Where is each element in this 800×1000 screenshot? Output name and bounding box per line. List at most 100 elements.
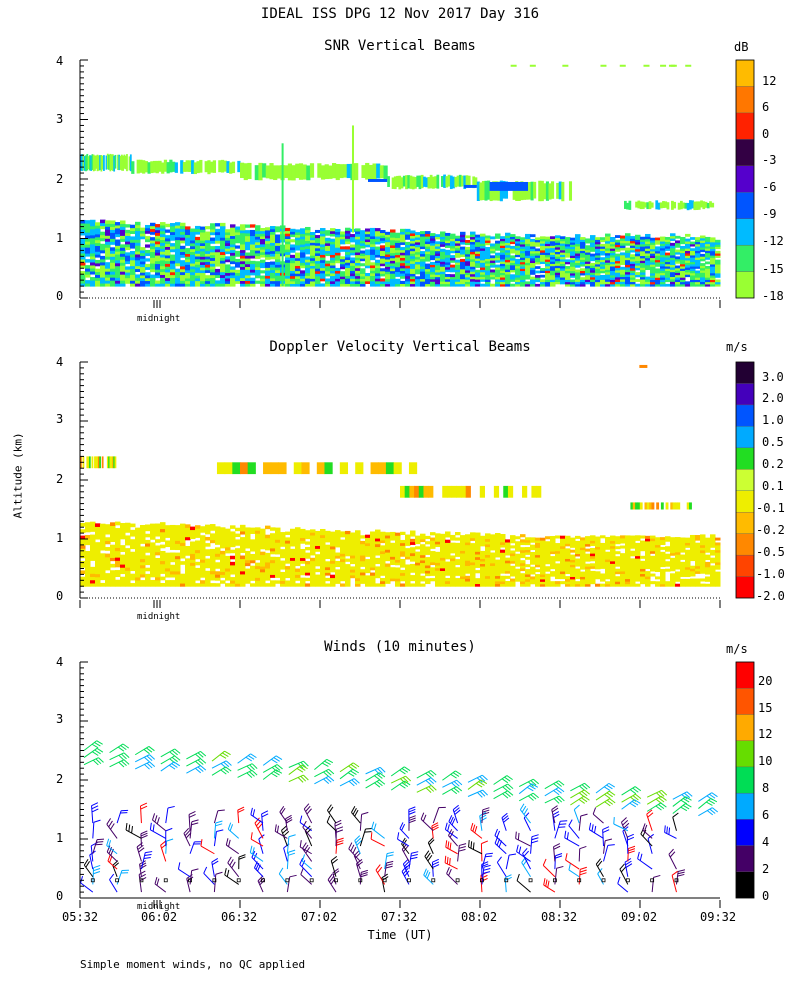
doppler-cell [550, 571, 556, 575]
snr-cell [430, 257, 436, 261]
snr-cell [460, 281, 466, 285]
doppler-cell [625, 540, 631, 544]
snr-cell [320, 264, 326, 269]
snr-cell [420, 246, 426, 250]
doppler-cell [500, 583, 506, 587]
snr-cell [360, 242, 366, 246]
snr-cell [330, 278, 336, 282]
snr-cell [345, 248, 351, 253]
snr-cell [600, 239, 606, 243]
snr-cell [105, 247, 111, 251]
doppler-cell [645, 561, 651, 565]
doppler-cell [100, 546, 106, 551]
snr-cell [695, 272, 701, 276]
snr-cell [555, 258, 561, 262]
snr-cell [530, 257, 536, 261]
doppler-cell [460, 545, 466, 549]
snr-cell [175, 262, 181, 267]
doppler-cell [515, 558, 521, 562]
snr-cell [435, 257, 441, 261]
snr-cell [570, 264, 576, 267]
snr-cell [635, 251, 641, 254]
doppler-cell [365, 553, 371, 557]
snr-cell [410, 240, 416, 244]
snr-cell [660, 277, 666, 280]
doppler-cell [340, 531, 346, 535]
snr-cell [190, 231, 196, 235]
doppler-cell [630, 583, 636, 587]
snr-cell [465, 258, 471, 262]
snr-cell [430, 271, 436, 275]
doppler-cell [205, 580, 211, 584]
doppler-cell [405, 572, 411, 576]
snr-cell [255, 261, 261, 265]
snr-cell [675, 283, 681, 287]
doppler-cell [375, 560, 381, 565]
snr-cell [275, 250, 281, 255]
snr-cell [475, 239, 481, 243]
snr-cell [560, 279, 566, 283]
snr-cell [128, 156, 131, 171]
snr-cell [110, 256, 116, 260]
doppler-cell [635, 545, 641, 549]
doppler-cell [150, 545, 156, 550]
snr-cell [435, 279, 441, 282]
snr-cell [115, 277, 121, 281]
doppler-cell [230, 577, 236, 581]
doppler-cell [310, 569, 316, 573]
doppler-cell [370, 531, 376, 535]
snr-cell [545, 261, 551, 265]
snr-cell [680, 283, 686, 287]
doppler-cell [185, 549, 191, 553]
snr-cell [585, 277, 591, 280]
snr-cell [150, 254, 156, 258]
doppler-cell [428, 485, 434, 498]
snr-cell [245, 246, 251, 251]
doppler-cell [370, 553, 376, 557]
doppler-cell [660, 556, 666, 560]
doppler-cell [410, 569, 416, 573]
snr-cell [690, 272, 696, 276]
snr-cell [510, 267, 516, 271]
snr-cell [425, 276, 431, 280]
doppler-cell [615, 583, 621, 587]
snr-cell [370, 262, 376, 266]
snr-cell [475, 251, 481, 254]
snr-cell [510, 260, 516, 263]
snr-cell [470, 273, 476, 277]
doppler-cell [250, 574, 256, 578]
snr-cell [135, 236, 141, 240]
doppler-cell [310, 543, 316, 547]
doppler-cell [355, 577, 361, 582]
snr-cell [250, 283, 256, 287]
snr-cell [655, 248, 661, 252]
doppler-cell [495, 551, 501, 555]
snr-cell [385, 283, 391, 287]
snr-cell [465, 272, 471, 276]
snr-cell [125, 229, 131, 234]
doppler-cell [635, 547, 641, 552]
snr-cell [697, 201, 701, 210]
doppler-cell [440, 573, 446, 577]
snr-cell [145, 280, 151, 284]
doppler-cell [280, 574, 286, 579]
snr-cell [715, 264, 721, 267]
doppler-cell [409, 485, 415, 498]
snr-cell [160, 242, 166, 246]
snr-cell [460, 231, 466, 235]
snr-cell [420, 174, 424, 189]
snr-cell [405, 265, 411, 269]
x-tick-label: 09:02 [621, 910, 658, 924]
snr-cell [480, 271, 486, 275]
snr-cell [205, 275, 211, 279]
snr-cell [630, 249, 636, 253]
snr-cell [395, 256, 401, 260]
doppler-cell [240, 558, 246, 563]
doppler-cell [600, 545, 606, 549]
snr-cell [545, 270, 551, 274]
snr-cell [690, 277, 696, 280]
snr-cell [380, 245, 386, 249]
snr-cell [665, 277, 671, 280]
doppler-cell [280, 560, 286, 564]
snr-cell [250, 243, 256, 248]
